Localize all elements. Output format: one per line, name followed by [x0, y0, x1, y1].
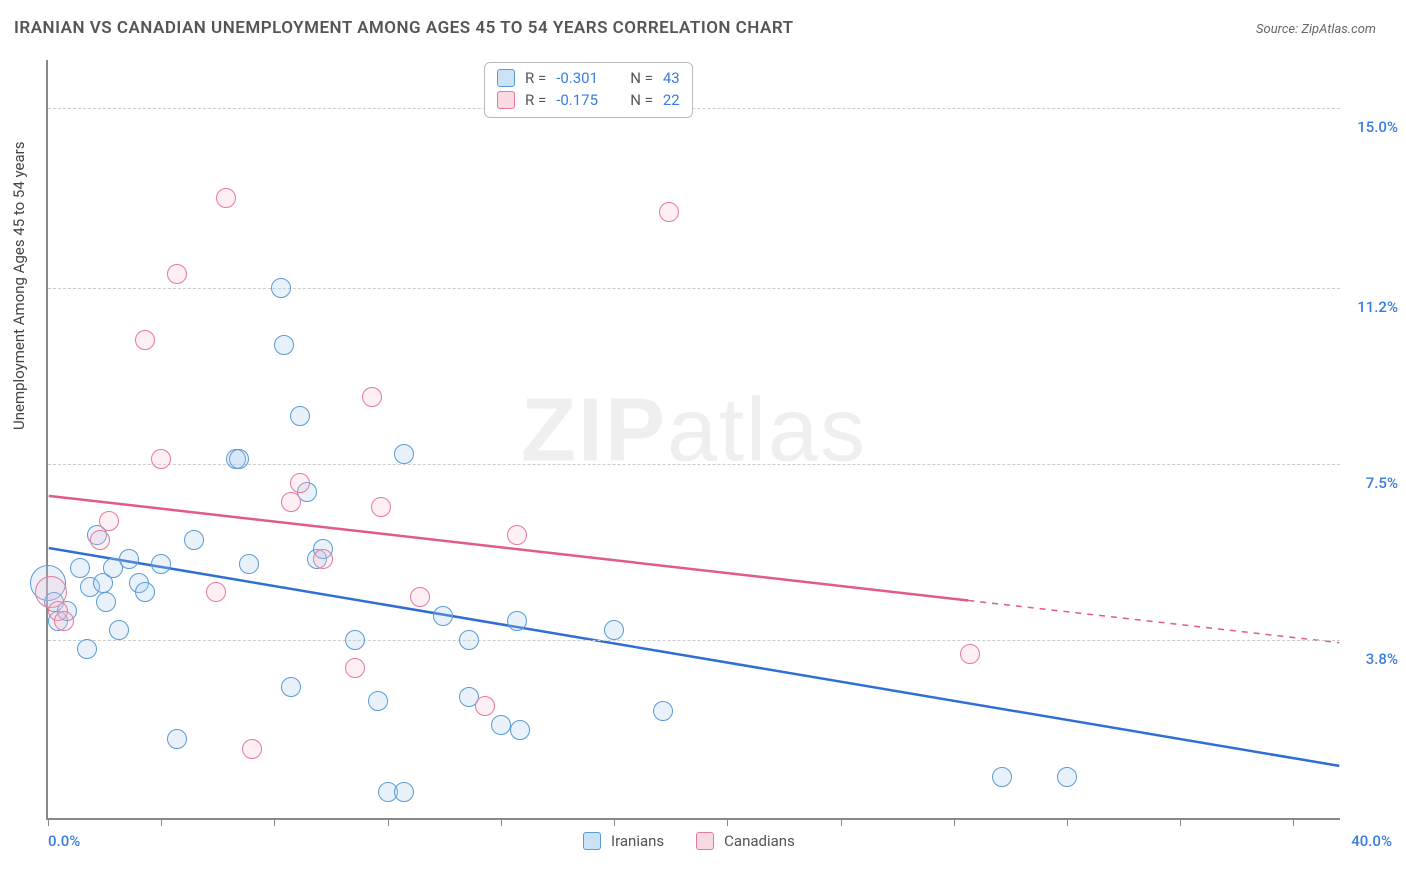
n-value: 22 [663, 91, 680, 109]
source-attribution: Source: ZipAtlas.com [1256, 22, 1376, 37]
iranians-point [239, 554, 259, 574]
x-tick [161, 818, 162, 826]
x-min-label: 0.0% [48, 832, 80, 850]
iranians-point [77, 639, 97, 659]
iranians-point [433, 606, 453, 626]
y-axis-label: Unemployment Among Ages 45 to 54 years [10, 142, 28, 430]
gridline [48, 108, 1340, 109]
iranians-trend-line [49, 548, 1340, 766]
iranians-point [271, 278, 291, 298]
canadians-point [151, 449, 171, 469]
canadians-point [410, 587, 430, 607]
x-tick [614, 818, 615, 826]
r-value: -0.301 [556, 69, 612, 87]
x-tick [48, 818, 49, 826]
iranians-point [109, 620, 129, 640]
gridline [48, 288, 1340, 289]
canadians-point [281, 492, 301, 512]
canadians-trend-line-dashed [968, 600, 1339, 642]
watermark-atlas: atlas [667, 381, 867, 481]
correlation-legend-row-canadians: R = -0.175 N = 22 [497, 91, 680, 109]
canadians-point [290, 473, 310, 493]
iranians-point [491, 715, 511, 735]
series-legend: Iranians Canadians [583, 832, 817, 850]
correlation-legend: R = -0.301 N = 43 R = -0.175 N = 22 [484, 62, 693, 118]
canadians-legend-swatch-icon [696, 832, 714, 850]
iranians-point [510, 720, 530, 740]
x-tick [1293, 818, 1294, 826]
iranians-point [459, 630, 479, 650]
canadians-point [54, 611, 74, 631]
x-tick [501, 818, 502, 826]
y-tick-label: 7.5% [1366, 474, 1398, 492]
chart-title: IRANIAN VS CANADIAN UNEMPLOYMENT AMONG A… [14, 18, 794, 38]
canadians-point [371, 497, 391, 517]
canadians-point [313, 549, 333, 569]
x-tick [954, 818, 955, 826]
iranians-point [167, 729, 187, 749]
iranians-point [345, 630, 365, 650]
plot-area: ZIPatlas 3.8%7.5%11.2%15.0%0.0%40.0%R =-… [46, 60, 1340, 820]
iranians-point [184, 530, 204, 550]
canadians-trend-line [49, 496, 969, 601]
canadians-point [659, 202, 679, 222]
x-max-label: 40.0% [1351, 832, 1392, 850]
correlation-legend-row-iranians: R = -0.301 N = 43 [497, 69, 680, 87]
canadians-point [135, 330, 155, 350]
iranians-point [394, 782, 414, 802]
canadians-point [242, 739, 262, 759]
r-label: R = [525, 69, 546, 87]
n-value: 43 [663, 69, 680, 87]
r-label: R = [525, 91, 546, 109]
canadians-swatch-icon [497, 91, 515, 109]
canadians-point [362, 387, 382, 407]
x-tick [1180, 818, 1181, 826]
n-label: N = [630, 91, 653, 109]
iranians-point [119, 549, 139, 569]
iranians-point [368, 691, 388, 711]
canadians-point [475, 696, 495, 716]
watermark-zip: ZIP [521, 381, 667, 481]
iranians-point [394, 444, 414, 464]
canadians-point [960, 644, 980, 664]
chart-root: IRANIAN VS CANADIAN UNEMPLOYMENT AMONG A… [0, 0, 1406, 892]
x-tick [1067, 818, 1068, 826]
canadians-point [216, 188, 236, 208]
x-tick [727, 818, 728, 826]
iranians-point [1057, 767, 1077, 787]
iranians-legend-swatch-icon [583, 832, 601, 850]
iranians-point [507, 611, 527, 631]
canadians-point [507, 525, 527, 545]
canadians-legend-label: Canadians [724, 832, 795, 850]
iranians-point [135, 582, 155, 602]
y-tick-label: 11.2% [1357, 298, 1398, 316]
iranians-point [281, 677, 301, 697]
iranians-point [290, 406, 310, 426]
y-tick-label: 3.8% [1366, 650, 1398, 668]
canadians-point [99, 511, 119, 531]
gridline [48, 640, 1340, 641]
n-label: N = [630, 69, 653, 87]
watermark: ZIPatlas [521, 380, 867, 483]
trend-lines [48, 60, 1340, 818]
iranians-point [992, 767, 1012, 787]
r-value: -0.175 [556, 91, 612, 109]
canadians-point [90, 530, 110, 550]
x-tick [388, 818, 389, 826]
canadians-point [345, 658, 365, 678]
y-tick-label: 15.0% [1357, 118, 1398, 136]
iranians-point [604, 620, 624, 640]
canadians-point [167, 264, 187, 284]
iranians-point [96, 592, 116, 612]
canadians-point [206, 582, 226, 602]
iranians-point [229, 449, 249, 469]
iranians-point [70, 558, 90, 578]
iranians-legend-label: Iranians [611, 832, 664, 850]
x-tick [274, 818, 275, 826]
x-tick [841, 818, 842, 826]
iranians-point [151, 554, 171, 574]
iranians-point [274, 335, 294, 355]
iranians-point [653, 701, 673, 721]
iranians-swatch-icon [497, 69, 515, 87]
